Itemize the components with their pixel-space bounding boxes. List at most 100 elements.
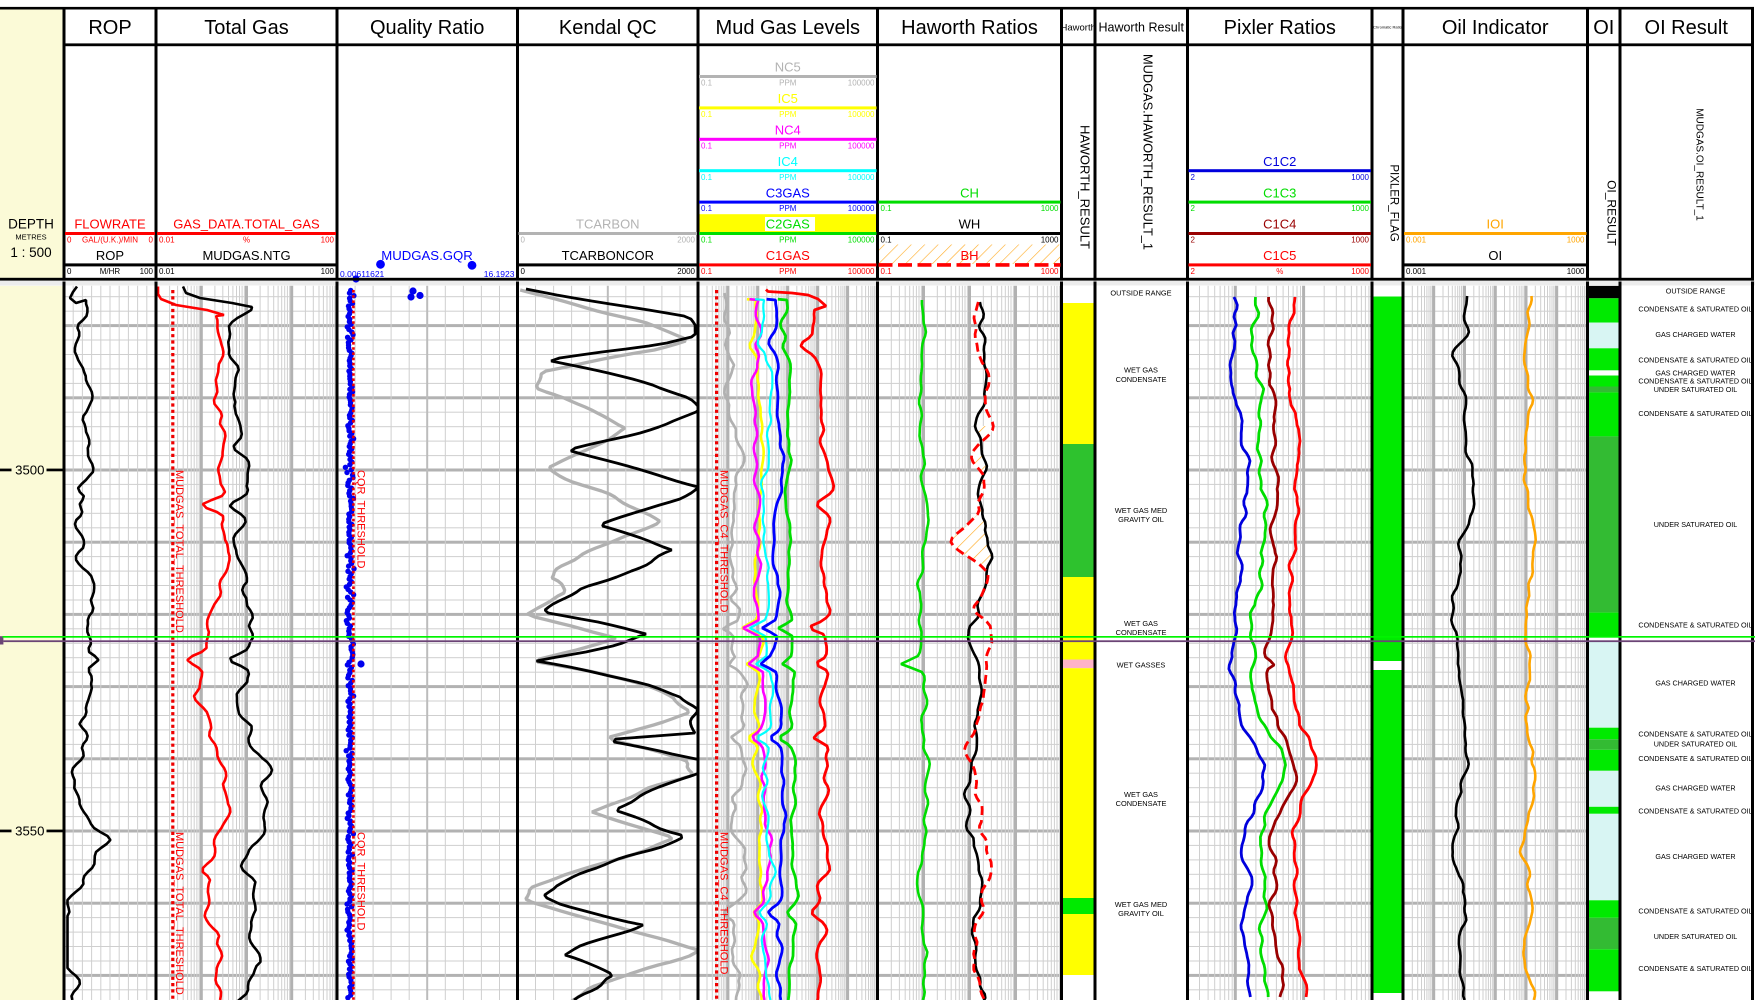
svg-text:100: 100: [321, 236, 335, 245]
svg-text:UNDER SATURATED OIL: UNDER SATURATED OIL: [1654, 739, 1738, 748]
svg-text:PPM: PPM: [779, 267, 797, 276]
svg-text:100: 100: [140, 267, 154, 276]
svg-text:1 : 500: 1 : 500: [10, 245, 51, 260]
svg-text:0.1: 0.1: [701, 110, 713, 119]
svg-text:CQR_THRESHOLD: CQR_THRESHOLD: [355, 832, 367, 930]
svg-text:MUDGAS.NTG: MUDGAS.NTG: [202, 248, 290, 263]
svg-text:CH: CH: [960, 185, 979, 200]
svg-text:Kendal QC: Kendal QC: [559, 17, 657, 39]
svg-text:2: 2: [1191, 236, 1196, 245]
svg-text:0: 0: [521, 267, 526, 276]
svg-text:CONDENSATE: CONDENSATE: [1116, 799, 1167, 808]
svg-text:0.1: 0.1: [701, 236, 713, 245]
svg-text:GRAVITY OIL: GRAVITY OIL: [1118, 515, 1164, 524]
svg-text:%: %: [1276, 267, 1283, 276]
svg-text:100000: 100000: [848, 110, 875, 119]
svg-text:WET GAS MED: WET GAS MED: [1115, 506, 1167, 515]
svg-text:%: %: [243, 236, 250, 245]
svg-text:GAS CHARGED WATER: GAS CHARGED WATER: [1655, 784, 1735, 793]
svg-text:PPM: PPM: [779, 141, 797, 150]
svg-text:GRAVITY OIL: GRAVITY OIL: [1118, 909, 1164, 918]
svg-text:CONDENSATE & SATURATED OIL: CONDENSATE & SATURATED OIL: [1638, 906, 1752, 915]
svg-text:CONDENSATE & SATURATED OIL: CONDENSATE & SATURATED OIL: [1638, 356, 1752, 365]
svg-text:HAWORTH_RESULT: HAWORTH_RESULT: [1078, 125, 1093, 249]
svg-text:OUTSIDE RANGE: OUTSIDE RANGE: [1110, 289, 1171, 298]
svg-text:CONDENSATE: CONDENSATE: [1116, 628, 1167, 637]
svg-text:0.1: 0.1: [881, 204, 893, 213]
svg-text:2: 2: [1191, 204, 1196, 213]
svg-text:ROP: ROP: [96, 248, 124, 263]
svg-text:GAS_DATA.TOTAL_GAS: GAS_DATA.TOTAL_GAS: [173, 217, 320, 232]
svg-text:C2GAS: C2GAS: [766, 217, 810, 232]
svg-text:CONDENSATE & SATURATED OIL: CONDENSATE & SATURATED OIL: [1638, 304, 1752, 313]
svg-text:0.1: 0.1: [701, 173, 713, 182]
svg-text:UNDER SATURATED OIL: UNDER SATURATED OIL: [1654, 520, 1738, 529]
svg-text:0: 0: [67, 236, 72, 245]
svg-text:MUDGAS.HAWORTH_RESULT_1: MUDGAS.HAWORTH_RESULT_1: [1141, 54, 1156, 250]
svg-text:PPM: PPM: [779, 79, 797, 88]
svg-text:CONDENSATE & SATURATED OIL: CONDENSATE & SATURATED OIL: [1638, 807, 1752, 816]
svg-text:1000: 1000: [1351, 267, 1369, 276]
svg-text:CONDENSATE & SATURATED OIL: CONDENSATE & SATURATED OIL: [1638, 730, 1752, 739]
svg-text:Chromatic Ratio: Chromatic Ratio: [1373, 24, 1402, 29]
svg-text:CONDENSATE & SATURATED OIL: CONDENSATE & SATURATED OIL: [1638, 621, 1752, 630]
svg-text:2: 2: [1191, 173, 1196, 182]
svg-text:GAS CHARGED WATER: GAS CHARGED WATER: [1655, 852, 1735, 861]
svg-text:0.01: 0.01: [159, 267, 175, 276]
svg-text:C1C3: C1C3: [1263, 185, 1296, 200]
svg-text:3500: 3500: [15, 463, 44, 478]
svg-text:C1C4: C1C4: [1263, 217, 1296, 232]
svg-text:OI_RESULT: OI_RESULT: [1605, 180, 1619, 246]
svg-text:0.001: 0.001: [1406, 236, 1427, 245]
svg-text:UNDER SATURATED OIL: UNDER SATURATED OIL: [1654, 932, 1738, 941]
svg-text:100000: 100000: [848, 141, 875, 150]
svg-text:ROP: ROP: [88, 17, 131, 39]
svg-text:Haworth: Haworth: [1061, 22, 1096, 33]
svg-text:100000: 100000: [848, 236, 875, 245]
svg-text:Haworth Result: Haworth Result: [1098, 21, 1184, 35]
svg-text:0: 0: [67, 267, 72, 276]
svg-text:Pixler Ratios: Pixler Ratios: [1224, 17, 1336, 39]
svg-text:CQR_THRESHOLD: CQR_THRESHOLD: [355, 470, 367, 568]
svg-text:100000: 100000: [848, 267, 875, 276]
svg-text:WET GAS: WET GAS: [1124, 619, 1158, 628]
svg-text:TCARBONCOR: TCARBONCOR: [562, 248, 654, 263]
svg-text:MUDGAS_C4_THRESHOLD: MUDGAS_C4_THRESHOLD: [718, 470, 730, 612]
svg-text:1000: 1000: [1351, 204, 1369, 213]
svg-text:OI: OI: [1593, 17, 1614, 39]
svg-text:MUDGAS.OI_RESULT_1: MUDGAS.OI_RESULT_1: [1694, 108, 1705, 221]
svg-text:0.1: 0.1: [701, 204, 713, 213]
svg-text:WET GAS: WET GAS: [1124, 366, 1158, 375]
svg-text:1000: 1000: [1351, 236, 1369, 245]
svg-text:TCARBON: TCARBON: [576, 217, 640, 232]
svg-text:C3GAS: C3GAS: [766, 185, 810, 200]
svg-text:C1C2: C1C2: [1263, 154, 1296, 169]
svg-text:GAS CHARGED WATER: GAS CHARGED WATER: [1655, 369, 1735, 378]
svg-text:100000: 100000: [848, 204, 875, 213]
svg-text:PPM: PPM: [779, 204, 797, 213]
svg-text:PPM: PPM: [779, 173, 797, 182]
svg-text:2000: 2000: [677, 267, 695, 276]
svg-text:1000: 1000: [1567, 236, 1585, 245]
svg-text:0.00611621: 0.00611621: [340, 269, 385, 279]
svg-text:MUDGAS_TOTAL_THRESHOLD: MUDGAS_TOTAL_THRESHOLD: [173, 470, 185, 633]
svg-text:100000: 100000: [848, 79, 875, 88]
svg-text:0.1: 0.1: [881, 236, 893, 245]
svg-text:100: 100: [321, 267, 335, 276]
svg-text:0.1: 0.1: [701, 79, 713, 88]
svg-text:0: 0: [521, 236, 526, 245]
svg-text:0.001: 0.001: [1406, 267, 1427, 276]
svg-text:0.1: 0.1: [881, 267, 893, 276]
svg-text:0.01: 0.01: [159, 236, 175, 245]
svg-text:DEPTH: DEPTH: [8, 217, 54, 232]
svg-text:IC5: IC5: [778, 91, 798, 106]
svg-text:BH: BH: [960, 248, 978, 263]
svg-text:1000: 1000: [1041, 267, 1059, 276]
svg-text:16.1923: 16.1923: [484, 269, 515, 279]
svg-text:Total Gas: Total Gas: [204, 17, 288, 39]
svg-text:Haworth Ratios: Haworth Ratios: [901, 17, 1038, 39]
svg-text:FLOWRATE: FLOWRATE: [74, 217, 146, 232]
svg-text:OI: OI: [1488, 248, 1502, 263]
svg-text:1000: 1000: [1567, 267, 1585, 276]
svg-text:MUDGAS_C4_THRESHOLD: MUDGAS_C4_THRESHOLD: [718, 832, 730, 974]
